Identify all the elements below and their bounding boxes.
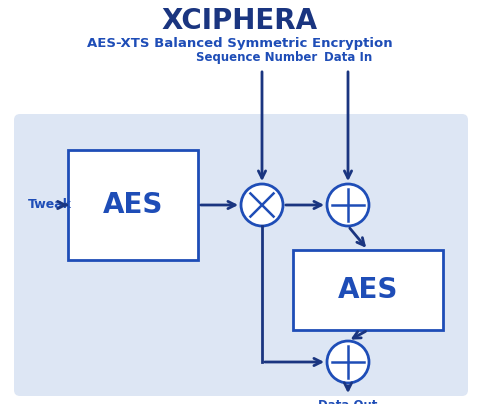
Text: Data In: Data In [324, 51, 372, 64]
Circle shape [241, 184, 283, 226]
Text: Sequence Number: Sequence Number [196, 51, 318, 64]
Text: AES-XTS Balanced Symmetric Encryption: AES-XTS Balanced Symmetric Encryption [87, 38, 393, 50]
Text: AES: AES [103, 191, 163, 219]
Text: XCIPHERA: XCIPHERA [162, 7, 318, 35]
Bar [68, 150, 198, 260]
Circle shape [327, 341, 369, 383]
Text: Tweak: Tweak [28, 198, 72, 212]
FancyBboxPatch shape [14, 114, 468, 396]
Circle shape [327, 184, 369, 226]
Text: Data Out: Data Out [318, 399, 378, 404]
Text: AES: AES [338, 276, 398, 304]
Bar [293, 250, 443, 330]
